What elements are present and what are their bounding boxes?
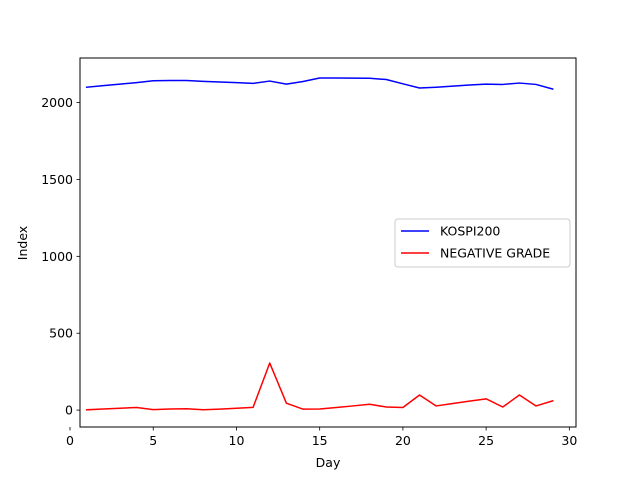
y-axis-label: Index [15,226,30,260]
legend-label-0: KOSPI200 [440,224,500,239]
x-axis-label: Day [316,455,341,470]
plot-frame [79,57,577,428]
y-axis: 0 500 1000 1500 2000 [41,95,80,418]
x-tick-label: 25 [478,433,494,448]
y-tick-label: 1000 [41,249,73,264]
series-line-1 [85,362,554,411]
y-tick-label: 2000 [41,95,73,110]
legend: KOSPI200 NEGATIVE GRADE [394,218,571,268]
x-tick-label: 0 [66,433,74,448]
legend-label-1: NEGATIVE GRADE [440,246,550,261]
series-line-0 [85,77,554,90]
y-tick-label: 500 [49,326,73,341]
x-tick-label: 5 [149,433,157,448]
y-tick-label: 1500 [41,172,73,187]
legend-box [394,218,571,268]
x-tick-label: 10 [229,433,245,448]
x-tick-label: 30 [561,433,577,448]
x-tick-label: 15 [312,433,328,448]
x-tick-label: 20 [395,433,411,448]
series-layer [85,77,554,411]
x-axis: 0 5 10 15 20 25 30 [66,427,577,448]
y-tick-label: 0 [65,403,73,418]
